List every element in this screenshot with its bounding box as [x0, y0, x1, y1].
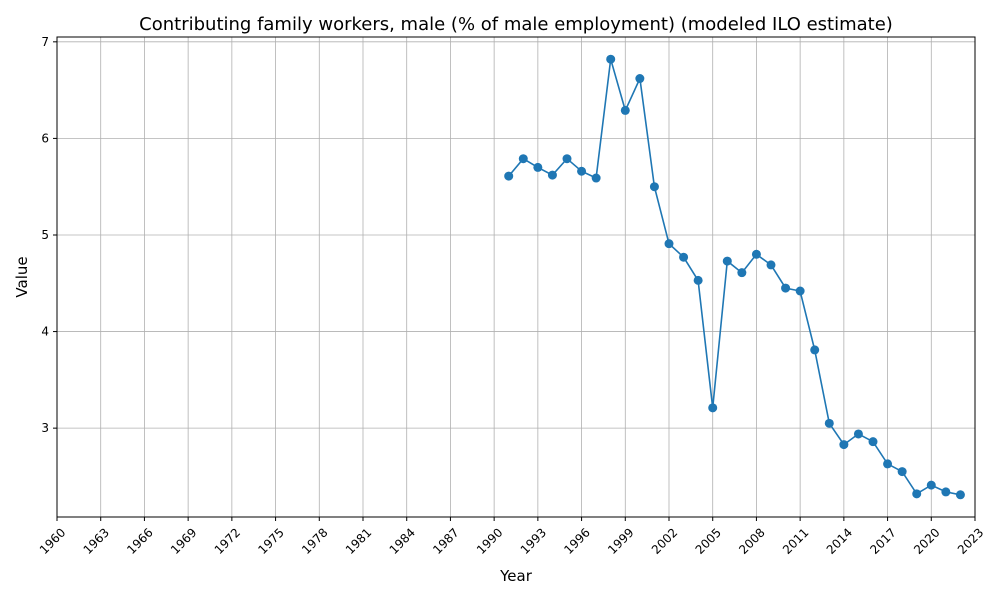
plot-frame	[56, 36, 976, 518]
x-tick-label: 1987	[430, 525, 461, 556]
data-point	[824, 418, 834, 428]
x-tick-label: 1981	[343, 525, 374, 556]
x-tick-label: 2020	[911, 525, 942, 556]
data-point	[766, 260, 776, 270]
data-point	[606, 54, 616, 64]
x-tick-label: 1972	[212, 525, 243, 556]
y-tick-label: 7	[41, 35, 49, 49]
data-point	[620, 105, 630, 115]
y-axis-label: Value	[13, 256, 31, 297]
y-tick-label: 5	[41, 228, 49, 242]
x-tick-label: 2014	[824, 525, 855, 556]
x-tick-label: 1993	[518, 525, 549, 556]
chart-title: Contributing family workers, male (% of …	[139, 14, 893, 35]
y-tick-label: 4	[41, 325, 49, 339]
data-point	[941, 487, 951, 497]
grid	[56, 37, 976, 517]
y-tick-label: 3	[41, 421, 49, 435]
x-tick-label: 2008	[736, 525, 767, 556]
x-axis-label: Year	[499, 567, 533, 585]
data-point	[708, 403, 718, 413]
x-tick-label: 1996	[561, 525, 592, 556]
x-tick-label: 1978	[299, 525, 330, 556]
data-point	[912, 489, 922, 499]
data-point	[897, 467, 907, 477]
data-point	[693, 275, 703, 285]
data-point	[781, 283, 791, 293]
data-point	[547, 170, 557, 180]
series-layer	[504, 54, 965, 500]
x-tick-label: 2005	[693, 525, 724, 556]
data-point	[868, 437, 878, 447]
data-point	[810, 345, 820, 355]
data-point	[955, 490, 965, 500]
x-tick-label: 2002	[649, 525, 680, 556]
x-tick-label: 1963	[81, 525, 112, 556]
data-point	[722, 256, 732, 266]
data-point	[533, 162, 543, 172]
series-line	[508, 58, 961, 496]
x-tick-label: 1960	[37, 525, 68, 556]
data-point	[926, 480, 936, 490]
data-point	[795, 286, 805, 296]
data-point	[562, 154, 572, 164]
data-point	[518, 154, 528, 164]
data-point	[839, 440, 849, 450]
data-point	[577, 166, 587, 176]
x-tick-label: 2023	[955, 525, 986, 556]
x-tick-label: 1969	[168, 525, 199, 556]
x-tick-label: 2011	[780, 525, 811, 556]
data-point	[883, 459, 893, 469]
data-point	[679, 252, 689, 262]
y-tick-label: 6	[41, 131, 49, 145]
x-tick-label: 1966	[124, 525, 155, 556]
data-point	[649, 182, 659, 192]
data-point	[664, 239, 674, 249]
data-point	[853, 429, 863, 439]
data-point	[635, 74, 645, 84]
data-point	[737, 268, 747, 278]
x-tick-label: 1984	[387, 525, 418, 556]
x-tick-label: 2017	[867, 525, 898, 556]
data-point	[751, 249, 761, 259]
data-point	[504, 171, 514, 181]
x-tick-label: 1990	[474, 525, 505, 556]
x-tick-label: 1975	[255, 525, 286, 556]
x-tick-label: 1999	[605, 525, 636, 556]
data-point	[591, 173, 601, 183]
